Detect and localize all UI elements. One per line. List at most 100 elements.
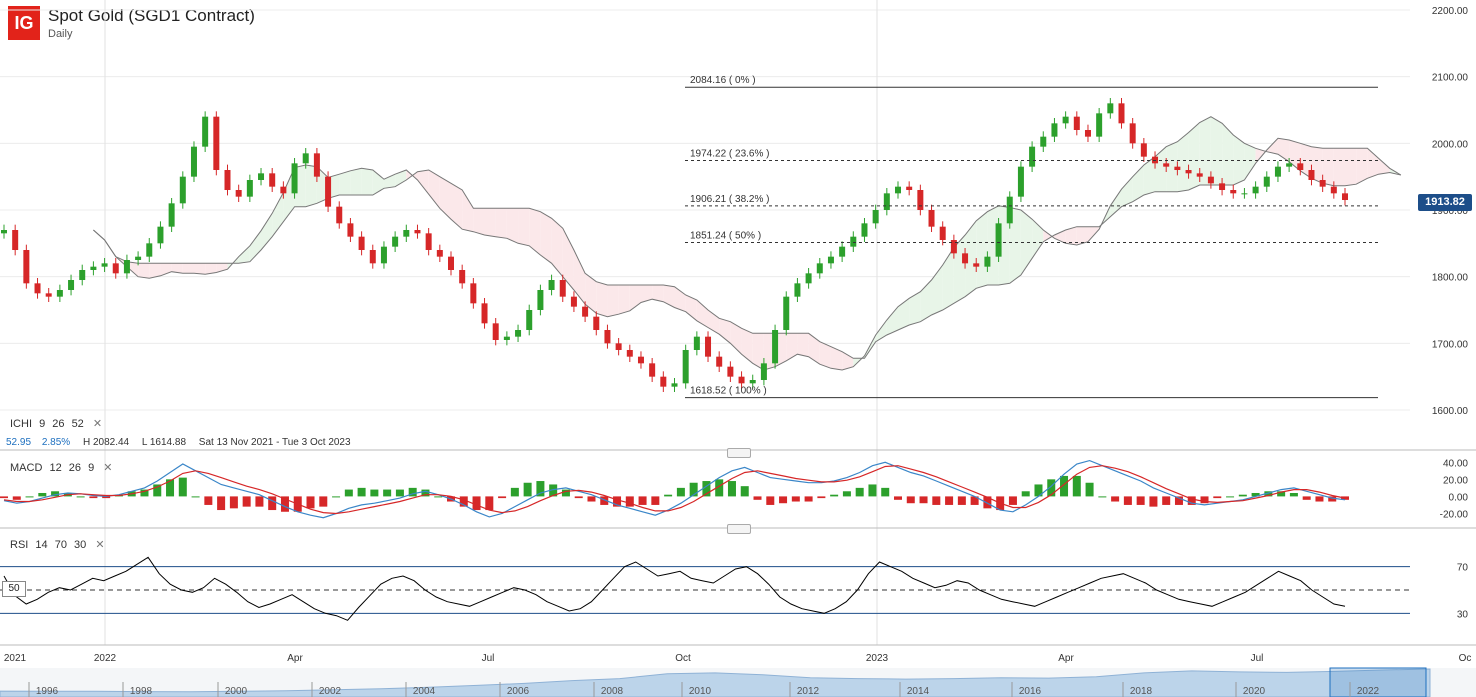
macd-histogram-bar: [1251, 492, 1260, 497]
cloud-segment: [1266, 138, 1278, 155]
candle: [615, 338, 622, 356]
candle-body: [1297, 163, 1304, 170]
candle-body: [414, 230, 421, 234]
candle-body: [738, 376, 745, 384]
close-icon[interactable]: ✕: [92, 418, 103, 430]
cloud-segment: [573, 250, 586, 305]
macd-histogram-bar: [510, 487, 519, 497]
candle-body: [291, 163, 298, 194]
cloud-segment: [506, 208, 519, 244]
macd-histogram-bar: [1047, 479, 1056, 497]
candle-body: [235, 190, 242, 197]
macd-histogram-bar: [166, 479, 175, 497]
stat-range: Sat 13 Nov 2021 - Tue 3 Oct 2023: [198, 437, 351, 448]
candle: [1219, 178, 1226, 196]
macd-histogram-bar: [1238, 494, 1247, 497]
candle: [816, 258, 823, 279]
cloud-segment: [708, 310, 720, 335]
fibonacci-levels: 2084.16 ( 0% ) 1974.22 ( 23.6% ) 1906.21 (…: [685, 75, 1378, 399]
candle-body: [962, 253, 969, 264]
pane-resize-handle[interactable]: [727, 524, 751, 534]
candle: [369, 244, 376, 269]
candle-body: [12, 230, 19, 250]
macd-histogram-bar: [651, 496, 660, 505]
candle-body: [805, 273, 812, 284]
navigator-tick-label: 2016: [1019, 686, 1042, 697]
cloud-segment: [238, 245, 250, 264]
navigator-tick-label: 1998: [130, 686, 153, 697]
macd-histogram-bar: [587, 496, 596, 502]
macd-histogram-bar: [344, 489, 353, 497]
close-icon[interactable]: ✕: [95, 539, 105, 551]
cloud-segment: [886, 306, 898, 335]
cloud-segment: [1076, 226, 1088, 245]
rsi-tick-label: 30: [1457, 609, 1469, 620]
navigator-tick-label: 2008: [601, 686, 624, 697]
cloud-segment: [1188, 122, 1200, 190]
candle-body: [258, 173, 265, 180]
macd-histogram-bar: [1187, 496, 1196, 505]
macd-histogram-bar: [894, 496, 902, 500]
candle-body: [425, 233, 432, 250]
fib-level-label: 2084.16 ( 0% ): [690, 75, 756, 86]
candle-body: [816, 263, 823, 274]
macd-histogram-bar: [561, 489, 570, 497]
candle: [101, 258, 108, 272]
candle: [1040, 131, 1047, 152]
cloud-segment: [562, 228, 574, 290]
candle: [727, 361, 734, 382]
macd-histogram-bar: [727, 481, 736, 497]
macd-histogram-bar: [676, 487, 685, 497]
cloud-segment: [1054, 230, 1066, 244]
candle-body: [537, 290, 544, 310]
candle: [582, 301, 589, 322]
candle: [928, 204, 935, 232]
candle: [1252, 181, 1259, 199]
macd-histogram-bar: [664, 494, 673, 497]
cloud-segment: [596, 281, 608, 317]
cloud-segment: [965, 220, 977, 297]
time-tick-label: 2021: [4, 653, 27, 664]
rsi-param: 14: [35, 539, 48, 551]
candle-body: [1152, 156, 1159, 164]
rsi-midline-badge: 50: [2, 581, 26, 597]
price-tick-label: 2200.00: [1432, 6, 1469, 17]
macd-histogram-bar: [779, 496, 788, 504]
candle-body: [1129, 123, 1136, 144]
candle: [425, 228, 432, 256]
navigator-tick-label: 2000: [225, 686, 248, 697]
fib-level-label: 1974.22 ( 23.6% ): [690, 149, 770, 160]
candle: [1084, 124, 1091, 142]
candle-body: [850, 236, 857, 247]
candle: [515, 324, 522, 342]
candle-body: [369, 250, 376, 264]
cloud-segment: [540, 211, 552, 264]
cloud-segment: [942, 247, 954, 310]
candle: [705, 331, 712, 362]
cloud-segment: [261, 213, 273, 250]
time-tick-label: Oc: [1459, 653, 1472, 664]
candle: [1062, 111, 1069, 129]
cloud-segment: [138, 263, 150, 279]
cloud-segment: [551, 218, 563, 277]
price-tick-label: 1900.00: [1432, 206, 1469, 217]
ichimoku-header: ICHI 9 26 52 ✕: [10, 417, 102, 430]
candle: [68, 274, 75, 296]
candle: [79, 264, 86, 286]
candle-body: [492, 323, 499, 340]
candle: [90, 261, 97, 276]
macd-histogram-bar: [1008, 496, 1017, 505]
candle-body: [660, 376, 667, 387]
pane-resize-handle[interactable]: [727, 448, 751, 458]
macd-histogram-bar: [1162, 496, 1171, 505]
macd-histogram-bar: [408, 487, 417, 497]
macd-histogram-bar: [370, 489, 379, 497]
close-icon[interactable]: ✕: [103, 462, 113, 474]
candle-body: [671, 383, 678, 387]
candle-body: [1140, 143, 1147, 157]
cloud-segment: [1121, 176, 1133, 207]
macd-histogram-bar: [1264, 491, 1273, 497]
cloud-segment: [1210, 116, 1223, 185]
candle: [537, 284, 544, 316]
